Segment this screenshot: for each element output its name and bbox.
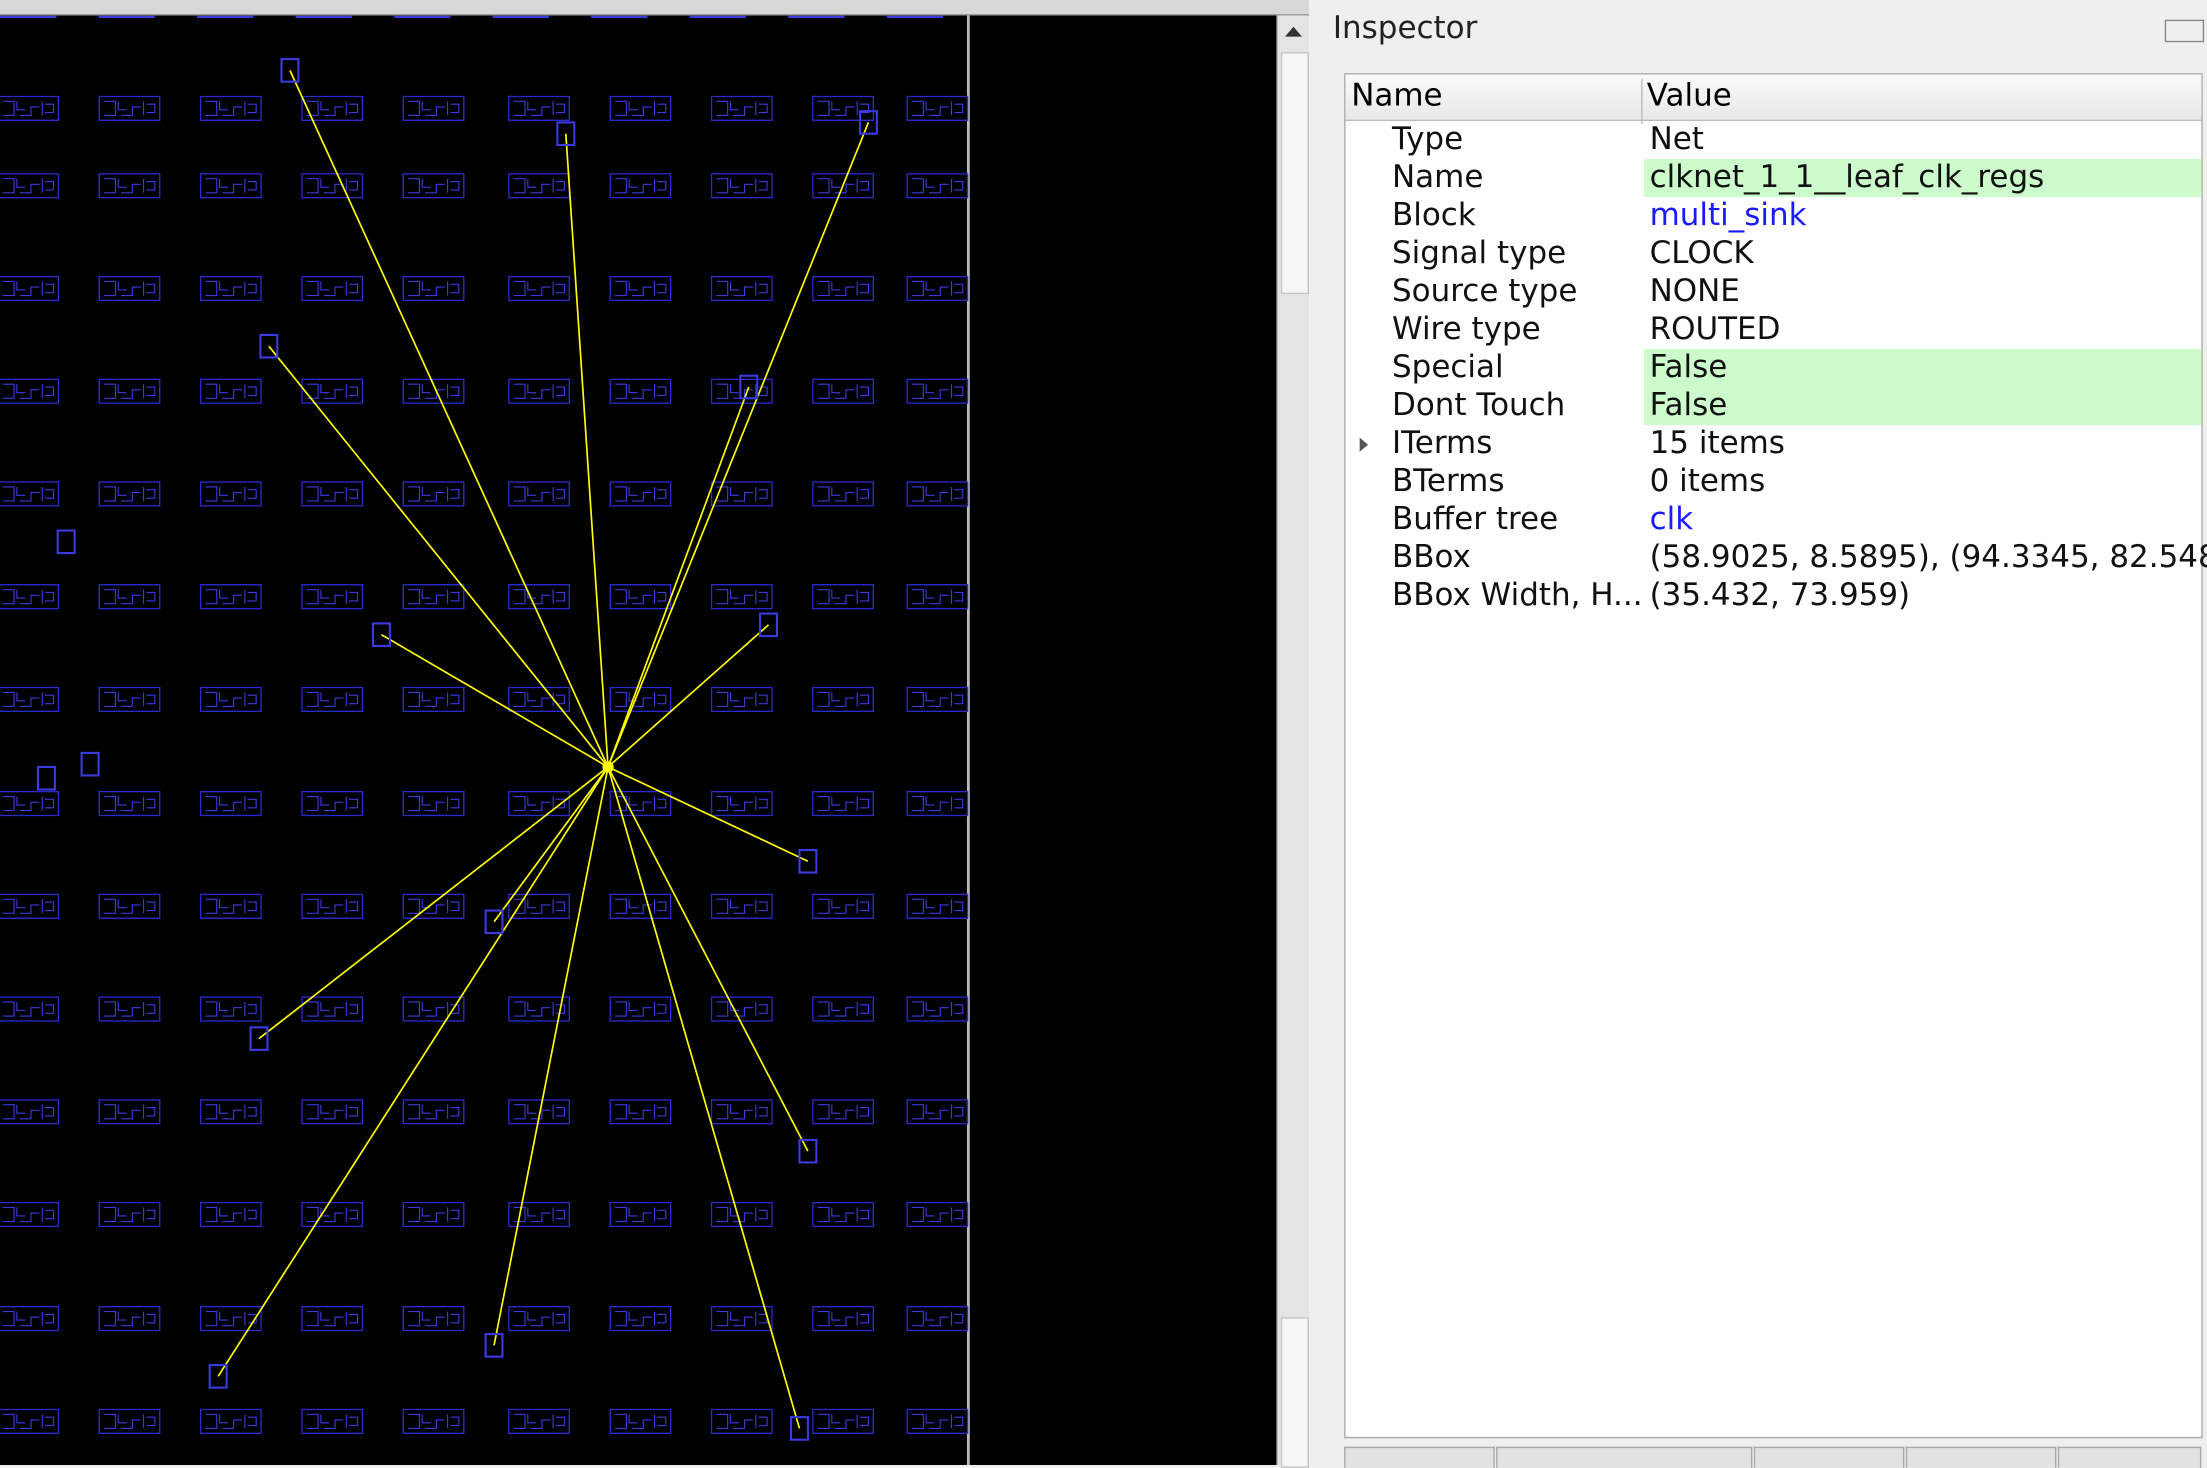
column-header[interactable]: Value	[1646, 78, 1732, 114]
net-driver	[602, 761, 614, 773]
flyline	[564, 133, 609, 768]
property-name: BBox Width, H...	[1392, 578, 1643, 614]
pin-box	[371, 622, 391, 648]
property-value: False	[1649, 388, 1728, 424]
flyline	[381, 633, 609, 768]
flyline	[217, 766, 609, 1377]
property-name: Dont Touch	[1392, 388, 1566, 424]
property-name: Name	[1392, 160, 1484, 196]
scroll-thumb-lower[interactable]	[1280, 1317, 1309, 1468]
flyline	[258, 766, 609, 1040]
bottom-tab[interactable]	[1753, 1446, 1905, 1468]
pin-box	[556, 121, 576, 147]
table-row[interactable]: Buffer tree clk	[1346, 501, 2202, 539]
flyline	[607, 766, 809, 1152]
pin-box	[80, 751, 100, 777]
pin-box	[858, 110, 878, 135]
flyline	[493, 766, 609, 923]
property-value: (58.9025, 8.5895), (94.3345, 82.5485)	[1649, 540, 2207, 576]
flyline	[607, 386, 750, 768]
property-name: Source type	[1392, 274, 1578, 310]
table-row[interactable]: BBox (58.9025, 8.5895), (94.3345, 82.5485…	[1346, 539, 2207, 577]
toolbar-edge	[0, 0, 1309, 16]
property-name: BBox	[1392, 540, 1471, 576]
table-row[interactable]: Dont Touch False	[1346, 387, 2202, 426]
property-value: Net	[1649, 122, 1704, 158]
property-name: BTerms	[1392, 464, 1505, 500]
property-value: ROUTED	[1649, 312, 1781, 348]
flyline	[289, 70, 609, 768]
pin-box	[208, 1364, 228, 1389]
pin-box	[739, 374, 759, 400]
property-name: Block	[1392, 198, 1476, 234]
property-value: NONE	[1649, 274, 1740, 310]
table-row[interactable]: Block multi_sink	[1346, 197, 2202, 235]
property-name: ITerms	[1392, 426, 1493, 462]
scroll-up[interactable]	[1278, 15, 1309, 46]
property-value: 15 items	[1649, 426, 1785, 462]
pin-box	[36, 765, 56, 791]
property-table: Name Value Type Net Name clknet_1_1__leaf_c…	[1344, 73, 2207, 1439]
table-row[interactable]: Special False	[1346, 349, 2202, 388]
pin-box	[280, 58, 300, 83]
property-name: Buffer tree	[1392, 502, 1559, 538]
pin-box	[484, 1333, 504, 1358]
property-name: Signal type	[1392, 236, 1567, 272]
value-highlight	[1643, 349, 2202, 388]
flyline	[268, 345, 609, 768]
pin-box	[798, 848, 818, 874]
table-row[interactable]: BBox Width, H... (35.432, 73.959)	[1346, 577, 2202, 615]
flyline	[607, 624, 770, 768]
table-header: Name Value	[1345, 74, 2202, 124]
flyline	[607, 766, 801, 1429]
pin-box	[758, 612, 778, 638]
property-value: clknet_1_1__leaf_clk_regs	[1649, 160, 2045, 196]
property-value: CLOCK	[1649, 236, 1754, 272]
table-row[interactable]: Type Net	[1346, 121, 2202, 159]
pin-box	[56, 529, 76, 555]
property-value: (35.432, 73.959)	[1649, 578, 1911, 614]
bottom-tab[interactable]	[1905, 1446, 2057, 1468]
table-row[interactable]: ITerms 15 items	[1346, 425, 2202, 463]
table-row[interactable]: Name clknet_1_1__leaf_clk_regs	[1346, 159, 2202, 198]
property-value[interactable]: multi_sink	[1649, 198, 1807, 234]
flyline	[607, 122, 870, 768]
pin-box	[249, 1026, 269, 1051]
panel-title: Inspector	[1332, 11, 1478, 47]
scrollbar[interactable]	[1276, 15, 1309, 1468]
bottom-tab[interactable]	[1344, 1446, 1495, 1468]
property-value: False	[1649, 350, 1728, 386]
flyline	[607, 766, 809, 863]
pin-box	[484, 909, 504, 935]
bottom-tab[interactable]	[2057, 1446, 2202, 1468]
column-separator	[1641, 78, 1643, 124]
expand-arrow[interactable]	[1359, 437, 1369, 452]
property-name: Special	[1392, 350, 1504, 386]
flyline	[493, 766, 609, 1346]
inspector-panel: Inspector Name Value Type Net Name clknet_1…	[1308, 0, 2207, 1468]
bottom-tab[interactable]	[1496, 1446, 1753, 1468]
property-name: Wire type	[1392, 312, 1541, 348]
scroll-thumb[interactable]	[1280, 52, 1309, 295]
pin-box	[259, 333, 279, 359]
value-highlight	[1643, 159, 2202, 198]
table-row[interactable]: Source type NONE	[1346, 273, 2202, 311]
property-name: Type	[1392, 122, 1464, 158]
column-header[interactable]: Name	[1351, 78, 1443, 114]
table-row[interactable]: Wire type ROUTED	[1346, 311, 2202, 349]
table-row[interactable]: Signal type CLOCK	[1346, 235, 2202, 273]
panel-float-button[interactable]	[2164, 19, 2205, 43]
layout-view	[0, 15, 1277, 1465]
pin-box	[798, 1138, 818, 1164]
value-highlight	[1643, 387, 2202, 426]
property-value[interactable]: clk	[1649, 502, 1694, 538]
table-row[interactable]: BTerms 0 items	[1346, 463, 2202, 501]
pin-box	[789, 1416, 809, 1441]
property-value: 0 items	[1649, 464, 1766, 500]
